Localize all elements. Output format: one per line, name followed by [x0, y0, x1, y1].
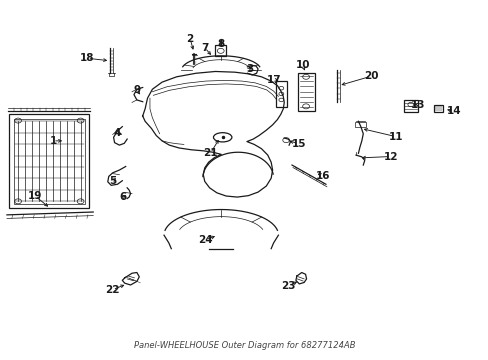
- Text: 3: 3: [246, 64, 253, 74]
- Bar: [215, 45, 225, 56]
- Bar: [14, 119, 84, 204]
- Text: 23: 23: [281, 281, 295, 291]
- Text: 17: 17: [266, 75, 281, 85]
- Bar: [275, 81, 286, 107]
- Text: Panel-WHEELHOUSE Outer Diagram for 68277124AB: Panel-WHEELHOUSE Outer Diagram for 68277…: [134, 341, 354, 350]
- Text: 7: 7: [201, 42, 208, 53]
- Text: 13: 13: [409, 100, 424, 109]
- Text: 11: 11: [388, 132, 402, 141]
- Text: 19: 19: [28, 191, 42, 201]
- Bar: [9, 114, 89, 208]
- Bar: [354, 122, 365, 127]
- Text: 5: 5: [109, 176, 116, 186]
- Text: 18: 18: [80, 53, 95, 63]
- Bar: [297, 73, 314, 111]
- Text: 4: 4: [113, 128, 121, 138]
- Bar: [433, 104, 443, 112]
- Text: 9: 9: [133, 85, 140, 95]
- Text: 10: 10: [295, 60, 309, 71]
- Text: 16: 16: [315, 171, 329, 181]
- Text: 12: 12: [383, 152, 397, 162]
- Text: 20: 20: [364, 71, 378, 81]
- Text: 1: 1: [49, 136, 57, 146]
- Text: 8: 8: [217, 39, 224, 49]
- Text: 6: 6: [120, 192, 127, 202]
- Text: 21: 21: [203, 148, 217, 158]
- Text: 22: 22: [105, 285, 120, 294]
- Text: 24: 24: [198, 235, 213, 245]
- Text: 15: 15: [291, 139, 305, 149]
- Bar: [403, 100, 417, 112]
- Text: 14: 14: [446, 106, 460, 116]
- Text: 2: 2: [186, 34, 193, 44]
